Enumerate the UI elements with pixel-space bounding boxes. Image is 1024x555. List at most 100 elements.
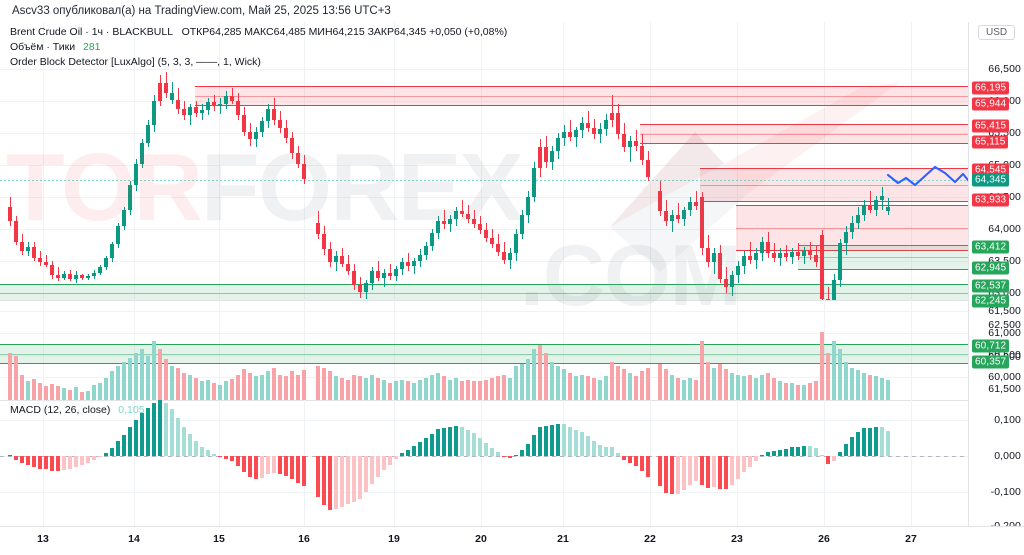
- volume-bar: [363, 377, 369, 400]
- grid-line-vertical: [304, 300, 305, 400]
- macd-bar: [139, 413, 145, 456]
- candle-wick: [774, 243, 775, 263]
- candle-body: [717, 253, 723, 279]
- macd-bar: [459, 426, 465, 456]
- macd-bar: [399, 453, 405, 456]
- candle-body: [885, 206, 891, 211]
- candle-body: [615, 112, 621, 135]
- candle-body: [753, 253, 759, 260]
- volume-bar: [501, 374, 507, 400]
- candle-body: [459, 211, 465, 214]
- grid-line-vertical: [134, 22, 135, 300]
- candle-body: [507, 253, 513, 260]
- candle-body: [7, 206, 13, 222]
- price-scale[interactable]: USD 66,50066,00065,50065,00064,50064,000…: [968, 22, 1024, 532]
- volume-bar: [795, 384, 801, 400]
- currency-chip[interactable]: USD: [978, 25, 1016, 40]
- macd-bar: [199, 446, 205, 456]
- grid-line-vertical: [481, 400, 482, 526]
- macd-bar: [741, 456, 747, 473]
- candle-body: [873, 200, 879, 210]
- candle-body: [175, 99, 181, 109]
- volume-bar: [765, 372, 771, 400]
- candle-body: [537, 147, 543, 169]
- volume-bar: [465, 379, 471, 400]
- macd-bar: [393, 456, 399, 460]
- grid-line-vertical: [394, 300, 395, 400]
- candle-body: [339, 255, 345, 264]
- volume-bar: [639, 371, 645, 400]
- time-scale-tick: 14: [128, 533, 140, 545]
- macd-bar: [825, 456, 831, 465]
- volume-bar: [591, 377, 597, 400]
- candle-body: [321, 234, 327, 250]
- candle-body: [67, 273, 73, 279]
- macd-bar: [735, 456, 741, 480]
- macd-pane[interactable]: [0, 400, 968, 526]
- candle-wick: [750, 241, 751, 265]
- chart-frame[interactable]: TORFOREX .COM: [0, 22, 1024, 555]
- volume-bar: [241, 369, 247, 400]
- volume-bar: [271, 367, 277, 400]
- macd-bar: [217, 456, 223, 458]
- candle-body: [627, 140, 633, 148]
- grid-line-vertical: [394, 22, 395, 300]
- candle-wick: [828, 286, 829, 300]
- candle-body: [849, 222, 855, 233]
- volume-bar: [133, 353, 139, 400]
- candle-body: [879, 195, 885, 201]
- candle-wick: [576, 126, 577, 148]
- volume-bar: [405, 381, 411, 400]
- candle-body: [843, 232, 849, 244]
- volume-bar: [79, 391, 85, 400]
- candle-body: [157, 83, 163, 101]
- candle-body: [31, 246, 37, 258]
- grid-line-vertical: [134, 300, 135, 400]
- macd-bar: [771, 451, 777, 456]
- candle-body: [579, 123, 585, 131]
- candle-body: [429, 232, 435, 246]
- time-scale[interactable]: 13 14 15 16 19 20 21 22 23 26 27: [0, 526, 1024, 551]
- price-scale-tick: 0,100: [994, 414, 1021, 426]
- macd-bar: [639, 456, 645, 472]
- macd-bar: [843, 443, 849, 456]
- candle-body: [819, 235, 825, 300]
- volume-bar: [73, 387, 79, 400]
- volume-bar: [807, 383, 813, 400]
- macd-bar: [345, 456, 351, 504]
- volume-bar: [843, 361, 849, 400]
- volume-bar: [169, 366, 175, 400]
- volume-bar: [711, 367, 717, 400]
- grid-line-vertical: [911, 22, 912, 300]
- candle-wick: [888, 197, 889, 216]
- candle-body: [229, 95, 235, 101]
- macd-bar: [879, 427, 885, 456]
- volume-bar: [399, 379, 405, 400]
- tradingview-brand-text: TradingView: [36, 553, 102, 555]
- candle-body: [109, 244, 115, 259]
- price-pane[interactable]: [0, 22, 968, 300]
- candle-body: [193, 107, 199, 113]
- candle-body: [687, 202, 693, 210]
- pane-separator-volume: [0, 300, 1024, 301]
- volume-bar: [777, 381, 783, 400]
- macd-bar: [681, 456, 687, 491]
- macd-bar: [567, 426, 573, 456]
- macd-bar: [615, 453, 621, 456]
- volume-bar: [429, 374, 435, 400]
- volume-bar: [423, 377, 429, 400]
- volume-bar: [295, 374, 301, 400]
- candle-body: [639, 145, 645, 160]
- candle-body: [363, 283, 369, 292]
- candle-body: [513, 234, 519, 254]
- order-block-price-tag: 65,944: [972, 97, 1010, 111]
- time-scale-tick: 16: [298, 533, 310, 545]
- volume-pane[interactable]: [0, 300, 968, 400]
- macd-bar: [37, 456, 43, 469]
- volume-bar: [223, 381, 229, 400]
- bearish-order-block: [195, 86, 968, 106]
- time-scale-tick: 20: [475, 533, 487, 545]
- volume-bar: [283, 376, 289, 400]
- grid-line-vertical: [219, 300, 220, 400]
